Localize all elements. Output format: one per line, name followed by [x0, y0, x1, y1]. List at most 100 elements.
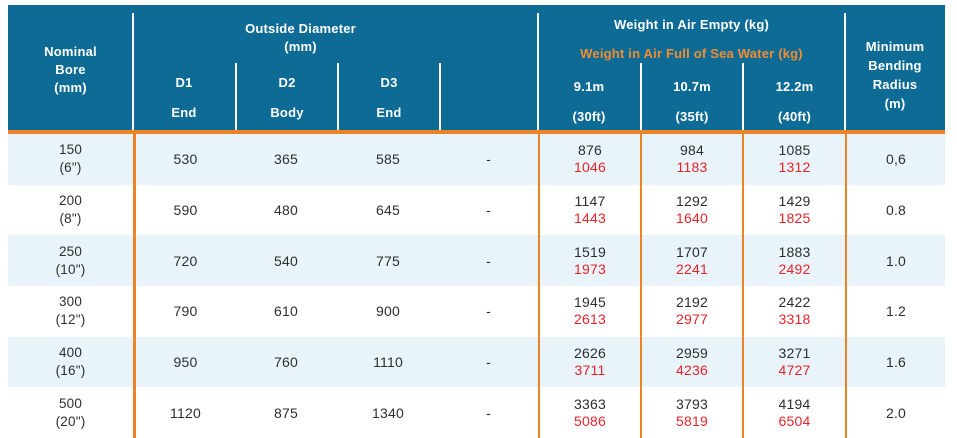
weight-empty-value: 3271 — [778, 345, 811, 362]
subheader-part: End — [376, 105, 402, 120]
cell-weight-12-2m: 1085 1312 — [742, 134, 845, 185]
weight-full-value: 1443 — [574, 210, 606, 226]
weight-empty-value: 2959 — [676, 345, 708, 362]
cell-min-bending-radius: 1.6 — [845, 336, 945, 388]
table-row: 150 (6") 530 365 585 - 876 1046 984 1183… — [8, 134, 945, 185]
header-weight-group: Weight in Air Empty (kg) Weight in Air F… — [538, 5, 845, 130]
weight-empty-value: 3793 — [676, 395, 708, 412]
cell-d2: 760 — [274, 354, 298, 371]
header-nominal-bore: Nominal Bore (mm) — [44, 44, 97, 95]
cell-min-bending-radius: 1.0 — [845, 235, 945, 287]
cell-d2: 480 — [274, 202, 298, 218]
specification-table: Nominal Bore (mm) Outside Diameter (mm) … — [8, 5, 945, 438]
table-row: 500 (20") 1120 875 1340 - 3363 5086 3793… — [8, 387, 945, 438]
cell-d4: - — [486, 202, 491, 218]
weight-empty-value: 1883 — [778, 243, 811, 260]
cell-min-bending-radius: 2.0 — [845, 387, 945, 438]
cell-weight-10-7m: 984 1183 — [640, 134, 742, 185]
cell-nominal-bore: 400 (16") — [55, 345, 86, 379]
cell-weight-9-1m: 1945 2613 — [538, 286, 640, 337]
cell-min-bending-radius: 1.2 — [845, 286, 945, 337]
cell-weight-9-1m: 3363 5086 — [538, 387, 640, 438]
weight-empty-value: 3363 — [574, 395, 606, 412]
weight-full-value: 1973 — [574, 260, 606, 277]
cell-d1: 1120 — [133, 387, 235, 438]
subheader-d2-body: D2 Body — [235, 63, 337, 130]
cell-d3: 900 — [376, 303, 400, 320]
cell-weight-12-2m: 4194 6504 — [742, 387, 845, 438]
cell-min-bending-radius: 0.8 — [845, 184, 945, 236]
subheader-part: Body — [270, 105, 304, 120]
cell-d2: 365 — [274, 151, 298, 168]
weight-empty-title: Weight in Air Empty (kg) — [613, 17, 770, 32]
cell-nominal-bore: 300 (12") — [55, 294, 86, 328]
cell-d3: 775 — [376, 252, 400, 269]
cell-d3: 585 — [376, 151, 400, 168]
weight-full-title: Weight in Air Full of Sea Water (kg) — [580, 46, 803, 61]
subheader-code: D3 — [380, 75, 398, 90]
cell-weight-10-7m: 2959 4236 — [640, 336, 742, 388]
cell-nominal-bore: 200 (8") — [58, 193, 83, 226]
subheader-blank — [439, 63, 538, 130]
cell-weight-10-7m: 1292 1640 — [640, 184, 742, 236]
weight-empty-value: 2192 — [676, 294, 708, 311]
weight-full-value: 3711 — [574, 362, 606, 379]
weight-full-value: 1183 — [676, 159, 708, 176]
cell-min-bending-radius: 0,6 — [845, 134, 945, 185]
cell-d4: - — [486, 303, 491, 320]
weight-empty-value: 876 — [578, 142, 602, 159]
subheader-length: 9.1m — [573, 79, 605, 94]
weight-empty-value: 1429 — [778, 193, 811, 209]
cell-weight-9-1m: 1519 1973 — [538, 235, 640, 287]
subheader-feet: (35ft) — [675, 109, 709, 124]
header-divider — [844, 13, 846, 130]
cell-d4: - — [486, 404, 491, 421]
subheader-feet: (40ft) — [778, 109, 811, 124]
header-min-bending-radius: Minimum Bending Radius (m) — [865, 38, 925, 111]
cell-d3: 645 — [376, 202, 400, 218]
weight-full-value: 6504 — [778, 412, 811, 429]
weight-full-value: 2241 — [676, 260, 708, 277]
cell-weight-10-7m: 2192 2977 — [640, 286, 742, 337]
subheader-d3-end: D3 End — [337, 63, 439, 130]
weight-full-value: 4236 — [676, 362, 708, 379]
weight-full-value: 1312 — [778, 159, 811, 176]
weight-full-value: 2977 — [676, 311, 708, 328]
weight-full-value: 2613 — [574, 311, 606, 328]
subheader-length: 12.2m — [775, 79, 814, 94]
cell-nominal-bore: 250 (10") — [55, 243, 86, 277]
subheader-length: 10.7m — [673, 79, 711, 94]
cell-weight-9-1m: 876 1046 — [538, 134, 640, 185]
cell-d4: - — [486, 252, 491, 269]
weight-empty-value: 1292 — [676, 193, 708, 209]
table-body: 150 (6") 530 365 585 - 876 1046 984 1183… — [8, 134, 945, 438]
cell-weight-10-7m: 1707 2241 — [640, 235, 742, 287]
subheader-code: D2 — [278, 75, 296, 90]
weight-full-value: 1640 — [676, 210, 708, 226]
outside-diameter-subheaders: D1 End D2 Body D3 End — [133, 63, 538, 130]
header-divider — [537, 13, 539, 130]
subheader-part: End — [171, 105, 197, 120]
cell-d4: - — [486, 151, 491, 168]
weight-empty-value: 1085 — [778, 142, 811, 159]
cell-weight-12-2m: 1883 2492 — [742, 235, 845, 287]
weight-subheaders: 9.1m (30ft) 10.7m (35ft) 12.2m (40ft) — [538, 63, 845, 130]
table-header: Nominal Bore (mm) Outside Diameter (mm) … — [8, 5, 945, 130]
cell-d1: 530 — [133, 134, 235, 185]
weight-empty-value: 2626 — [574, 345, 606, 362]
cell-nominal-bore: 500 (20") — [55, 395, 86, 429]
weight-full-value: 1825 — [778, 210, 811, 226]
cell-nominal-bore: 150 (6") — [58, 142, 83, 176]
weight-full-value: 2492 — [778, 260, 811, 277]
header-underline-rule — [8, 130, 945, 134]
cell-weight-10-7m: 3793 5819 — [640, 387, 742, 438]
cell-weight-9-1m: 1147 1443 — [538, 184, 640, 236]
header-weight-titles: Weight in Air Empty (kg) Weight in Air F… — [538, 5, 845, 63]
weight-full-value: 5086 — [574, 412, 606, 429]
header-outside-diameter-group: Outside Diameter (mm) D1 End D2 Body D3 … — [133, 5, 538, 130]
weight-empty-value: 4194 — [778, 395, 811, 412]
subheader-length-9-1m: 9.1m (30ft) — [538, 63, 640, 130]
subheader-length-10-7m: 10.7m (35ft) — [640, 63, 742, 130]
weight-empty-value: 1707 — [676, 243, 708, 260]
subheader-feet: (30ft) — [572, 109, 606, 124]
